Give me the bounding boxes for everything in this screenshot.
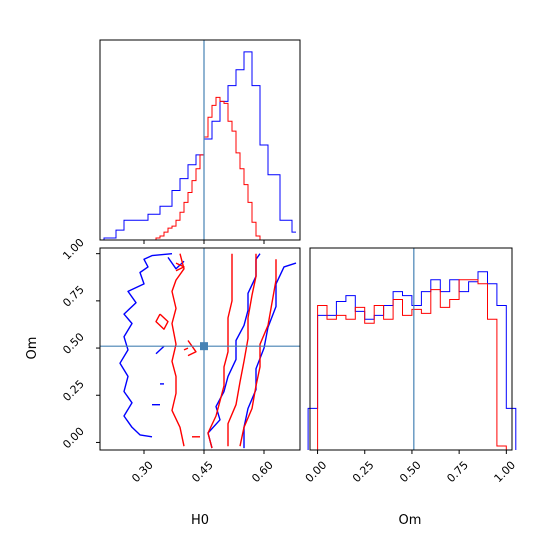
contour-series-1-level-5 bbox=[155, 313, 169, 330]
om-histogram-series-0 bbox=[307, 271, 517, 450]
contour-x-tick-label: 0.60 bbox=[249, 459, 276, 486]
contour-y-tick-label: 1.00 bbox=[60, 236, 87, 263]
h0-histogram-series-1 bbox=[155, 96, 264, 241]
om-x-axis-title: Om bbox=[399, 513, 422, 528]
contour-series-0-level-1 bbox=[207, 253, 261, 449]
contour-series-0-level-2 bbox=[243, 262, 297, 449]
om-marginal-x-tick-label: 0.75 bbox=[444, 459, 471, 486]
h0-histogram-series-0 bbox=[103, 51, 296, 240]
contour-series-0-level-3 bbox=[167, 256, 185, 270]
contour-series-1-level-8 bbox=[175, 262, 185, 272]
h0-marginal-panel bbox=[99, 39, 301, 244]
om-marginal-frame bbox=[309, 247, 513, 451]
om-marginal-x-tick-label: 0.00 bbox=[303, 459, 330, 486]
contour-x-tick-label: 0.45 bbox=[189, 459, 216, 486]
om-marginal-panel: 0.00 0.25 0.50 0.75 1.00 bbox=[303, 247, 519, 486]
contour-series-1-level-7 bbox=[183, 347, 189, 351]
contour-series-1-level-6 bbox=[187, 340, 197, 357]
contour-y-tick-label: 0.25 bbox=[60, 378, 87, 405]
om-marginal-x-tick-label: 1.00 bbox=[492, 459, 519, 486]
contour-lines bbox=[119, 253, 297, 449]
om-marginal-x-tick-label: 0.25 bbox=[350, 459, 377, 486]
om-y-axis-title: Om bbox=[25, 337, 40, 360]
contour-x-tick-label: 0.30 bbox=[129, 459, 156, 486]
h0-om-contour-panel: 0.30 0.45 0.60 0.00 0.25 0.50 0.75 1.00 bbox=[60, 236, 301, 486]
contour-series-1-level-3 bbox=[239, 259, 277, 447]
om-marginal-x-tick-label: 0.50 bbox=[397, 459, 424, 486]
om-histogram-series-1 bbox=[317, 279, 507, 450]
contour-y-tick-label: 0.50 bbox=[60, 330, 87, 357]
truth-point-marker bbox=[200, 342, 208, 351]
h0-marginal-frame bbox=[99, 39, 301, 241]
contour-y-tick-label: 0.00 bbox=[60, 425, 87, 452]
contour-y-tick-label: 0.75 bbox=[60, 283, 87, 310]
contour-frame bbox=[99, 247, 301, 451]
contour-series-0-level-0 bbox=[119, 253, 173, 438]
contour-series-1-level-0 bbox=[171, 253, 185, 447]
contour-series-1-level-2 bbox=[227, 253, 257, 447]
contour-series-1-level-1 bbox=[207, 253, 233, 449]
contour-series-0-level-4 bbox=[155, 345, 165, 355]
h0-axis-title: H0 bbox=[191, 513, 209, 528]
